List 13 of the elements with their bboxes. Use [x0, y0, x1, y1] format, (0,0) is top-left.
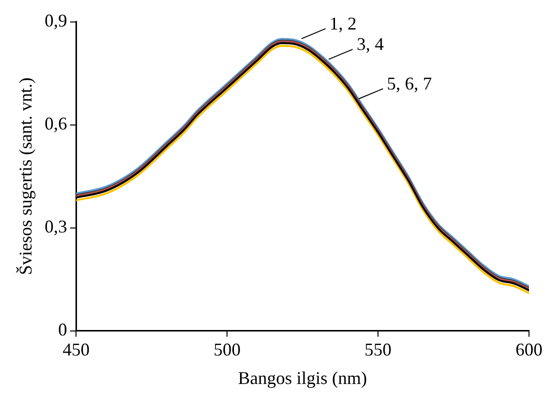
annotation: 1, 2 [330, 13, 357, 34]
x-tick-label: 550 [364, 339, 392, 360]
x-tick-label: 600 [516, 339, 542, 360]
y-tick-label: 0,6 [44, 114, 68, 134]
x-tick-label: 450 [62, 339, 90, 360]
annotation: 3, 4 [356, 34, 384, 54]
x-tick-label: 500 [214, 339, 241, 360]
y-tick-label: 0 [58, 320, 68, 340]
y-tick-label: 0,3 [44, 216, 68, 237]
y-tick-label: 0,9 [44, 10, 68, 31]
annotation: 5, 6, 7 [386, 74, 432, 94]
x-axis-title: Bangos ilgis (nm) [238, 368, 368, 388]
y-axis-title: Šviesos sugertis (sant. vnt.) [16, 78, 36, 276]
